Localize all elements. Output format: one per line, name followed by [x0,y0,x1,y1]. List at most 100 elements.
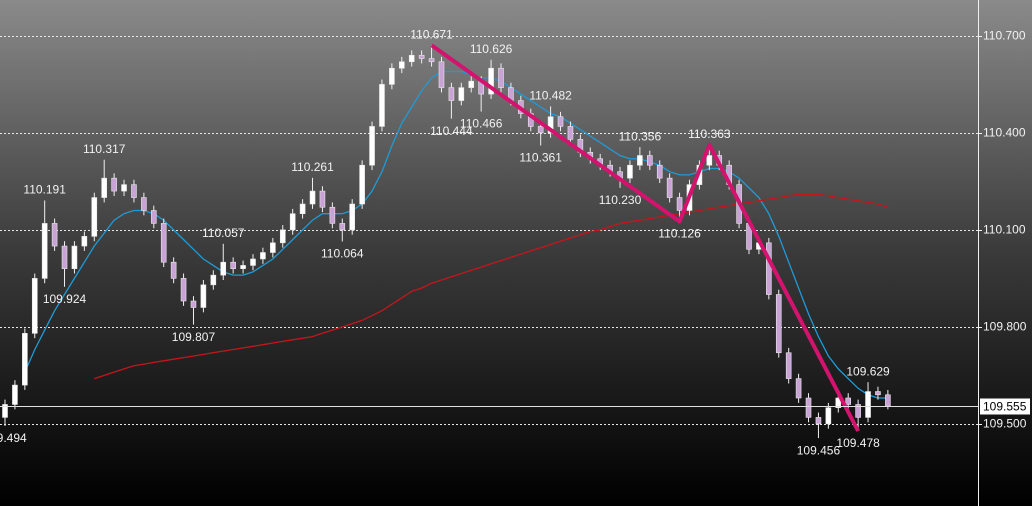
candle-body [170,261,177,279]
candle-body [339,223,346,231]
candle-body [230,261,236,269]
candle-body [190,300,197,308]
candle-body [41,223,48,279]
candle-body [448,87,455,101]
extreme-label: 110.191 [23,183,66,197]
candle-body [805,397,812,418]
candle-body [379,84,385,127]
extreme-label: 109.494 [0,431,27,445]
candle-body [547,116,554,134]
candle-body [309,190,316,205]
extreme-label: 110.317 [83,142,126,156]
candle-body [458,87,465,101]
candle-body [766,242,772,295]
extreme-label: 110.356 [619,129,662,143]
candle-body [706,155,713,166]
candle-body [131,184,137,198]
candle-body [329,206,336,224]
candle-body [81,236,88,247]
current-price-label: 109.555 [983,400,1027,414]
y-tick-label: 110.400 [983,126,1026,140]
candle-body [151,210,157,224]
candle-body [91,197,98,237]
candle-body [498,67,504,88]
moving-average-line [24,70,888,399]
candle-body [359,164,365,205]
candle-body [220,261,227,276]
y-tick-label: 109.500 [983,417,1027,431]
candle-body [835,397,842,409]
candle-body [160,223,167,263]
extreme-label: 110.261 [291,160,334,174]
candle-body [240,265,246,269]
extreme-label: 110.126 [658,227,701,241]
candle-body [438,61,445,88]
price-axis: 109.500 109.800 110.100 110.400 110.700 109.5… [0,29,1030,431]
candle-body [408,54,415,63]
candle-body [666,177,673,198]
candle-body [61,245,68,269]
candle-body [875,391,881,396]
candle-body [885,394,891,407]
candle-body [31,278,38,334]
extreme-label: 110.064 [321,247,364,261]
candle-body [646,155,653,166]
candle-body [428,58,435,63]
moving-average-line [94,193,889,380]
candle-body [656,164,663,179]
y-tick-label: 109.800 [983,320,1027,334]
candle-body [22,333,28,386]
candle-body [299,203,306,215]
candle-body [557,116,564,127]
y-tick-label: 110.100 [983,223,1026,237]
candle-body [637,155,643,166]
extreme-label: 110.482 [529,89,572,103]
candle-body [825,407,832,425]
candle-body [369,126,375,166]
extreme-label: 109.478 [836,436,880,450]
extreme-label: 109.456 [797,443,841,457]
candle-body [121,184,127,192]
extreme-label: 109.807 [172,330,216,344]
candle-body [180,278,187,302]
candle-body [71,245,78,269]
candle-body [279,229,286,244]
candle-body [815,417,822,425]
candle-body [676,197,683,211]
extreme-label: 109.924 [43,292,87,306]
candle-body [210,274,217,286]
extreme-label: 110.671 [410,27,453,41]
candle-body [488,67,494,95]
candle-body [349,203,356,231]
candle-body [785,352,792,379]
extreme-label: 110.626 [470,42,513,56]
candle-body [468,80,475,88]
candle-body [319,190,326,208]
grid [0,36,978,425]
candle-body [855,404,861,418]
moving-averages [24,70,889,399]
zigzag [430,43,860,432]
candle-body [627,164,633,179]
candles [2,45,891,439]
extreme-label: 110.230 [599,193,642,207]
candle-body [389,67,395,85]
candle-body [537,126,544,134]
candle-body [101,177,107,198]
current-price-box [980,398,1030,415]
candle-body [260,252,266,260]
candle-body [398,61,405,69]
annotations: 109.494 110.191 109.924 110.317 109.807 110.0… [0,27,890,457]
candle-body [12,384,18,405]
y-tick-label: 110.700 [983,29,1026,43]
candle-body [865,391,871,418]
extreme-label: 110.363 [688,127,731,141]
candle-body [250,258,256,266]
candle-body [200,284,207,308]
candle-body [567,126,574,140]
candle-body [845,397,852,405]
candle-body [418,54,425,59]
